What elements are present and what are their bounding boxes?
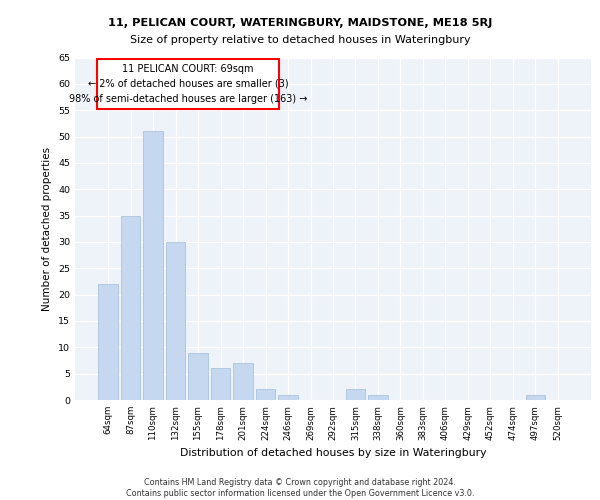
Text: Size of property relative to detached houses in Wateringbury: Size of property relative to detached ho… (130, 35, 470, 45)
Text: 11, PELICAN COURT, WATERINGBURY, MAIDSTONE, ME18 5RJ: 11, PELICAN COURT, WATERINGBURY, MAIDSTO… (108, 18, 492, 28)
Bar (211, 368, 230, 400)
Bar (278, 394, 298, 400)
Bar (98, 284, 118, 400)
Bar (346, 390, 365, 400)
Bar (233, 363, 253, 400)
Bar (256, 390, 275, 400)
Text: 98% of semi-detached houses are larger (163) →: 98% of semi-detached houses are larger (… (69, 94, 307, 104)
Bar (368, 394, 388, 400)
FancyBboxPatch shape (97, 58, 279, 109)
Text: ← 2% of detached houses are smaller (3): ← 2% of detached houses are smaller (3) (88, 79, 289, 89)
Text: Contains HM Land Registry data © Crown copyright and database right 2024.
Contai: Contains HM Land Registry data © Crown c… (126, 478, 474, 498)
Bar (526, 394, 545, 400)
Bar (188, 352, 208, 400)
X-axis label: Distribution of detached houses by size in Wateringbury: Distribution of detached houses by size … (180, 448, 486, 458)
Bar (166, 242, 185, 400)
Y-axis label: Number of detached properties: Number of detached properties (43, 146, 52, 311)
Bar (121, 216, 140, 400)
Text: 11 PELICAN COURT: 69sqm: 11 PELICAN COURT: 69sqm (122, 64, 254, 74)
Bar (143, 132, 163, 400)
